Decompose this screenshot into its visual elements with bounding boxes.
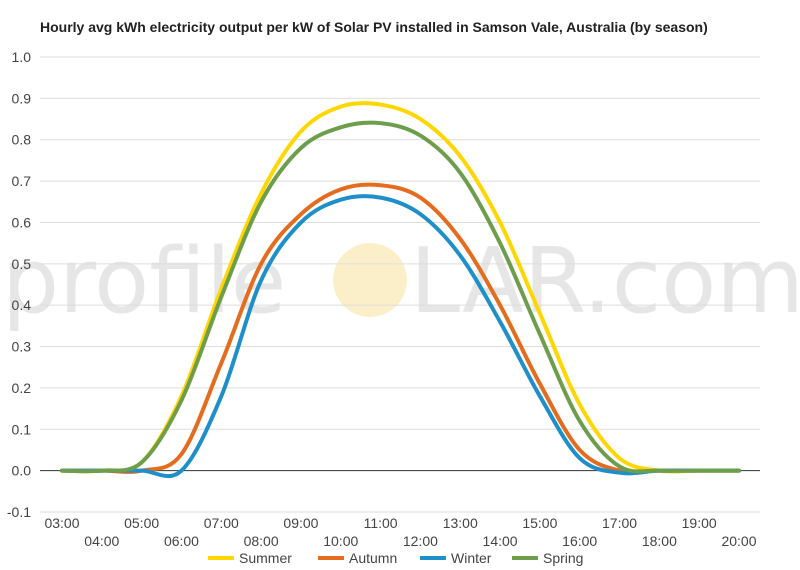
y-axis: -0.1 0.0 0.1 0.2 0.3 0.4 0.5 0.6 0.7 0.8 0.9 1.0: [7, 49, 31, 520]
series-lines: [60, 101, 741, 479]
y-tick-label: 0.4: [12, 297, 32, 313]
y-tick-label: 0.7: [12, 173, 32, 189]
y-tick-label: -0.1: [7, 504, 31, 520]
legend-label-spring: Spring: [543, 550, 583, 566]
y-tick-label: 0.1: [12, 421, 32, 437]
watermark-logo: profile LAR.com: [2, 229, 800, 334]
x-tick-label: 20:00: [721, 533, 756, 549]
y-tick-label: 1.0: [12, 49, 32, 65]
chart-title: Hourly avg kWh electricity output per kW…: [40, 19, 708, 35]
x-tick-label: 03:00: [44, 515, 79, 531]
x-tick-label: 19:00: [682, 515, 717, 531]
x-tick-label: 07:00: [204, 515, 239, 531]
grid: [40, 56, 760, 513]
y-tick-label: 0.2: [12, 380, 32, 396]
watermark-sun-icon: [333, 243, 407, 317]
y-tick-label: 0.9: [12, 90, 32, 106]
legend: Summer Autumn Winter Spring: [208, 550, 583, 566]
series-line-autumn: [60, 182, 741, 475]
legend-label-winter: Winter: [451, 550, 492, 566]
x-tick-label: 17:00: [602, 515, 637, 531]
y-tick-label: 0.8: [12, 132, 32, 148]
y-tick-label: 0.6: [12, 214, 32, 230]
y-tick-label: 0.0: [12, 463, 32, 479]
x-tick-label: 18:00: [642, 533, 677, 549]
x-tick-label: 11:00: [364, 515, 398, 531]
legend-label-autumn: Autumn: [349, 550, 397, 566]
x-tick-label: 04:00: [84, 533, 119, 549]
x-tick-label: 16:00: [562, 533, 597, 549]
watermark-text-right: LAR.com: [410, 229, 800, 334]
x-tick-label: 05:00: [124, 515, 159, 531]
series-line-winter: [60, 194, 741, 479]
legend-label-summer: Summer: [239, 550, 292, 566]
series-line-spring: [60, 120, 741, 474]
x-tick-label: 09:00: [283, 515, 318, 531]
y-tick-label: 0.3: [12, 339, 32, 355]
x-tick-label: 08:00: [244, 533, 279, 549]
x-tick-label: 10:00: [323, 533, 358, 549]
x-tick-label: 15:00: [522, 515, 557, 531]
x-tick-label: 12:00: [403, 533, 438, 549]
y-tick-label: 0.5: [12, 256, 32, 272]
x-tick-label: 06:00: [164, 533, 199, 549]
x-tick-label: 14:00: [483, 533, 518, 549]
x-tick-label: 13:00: [443, 515, 478, 531]
